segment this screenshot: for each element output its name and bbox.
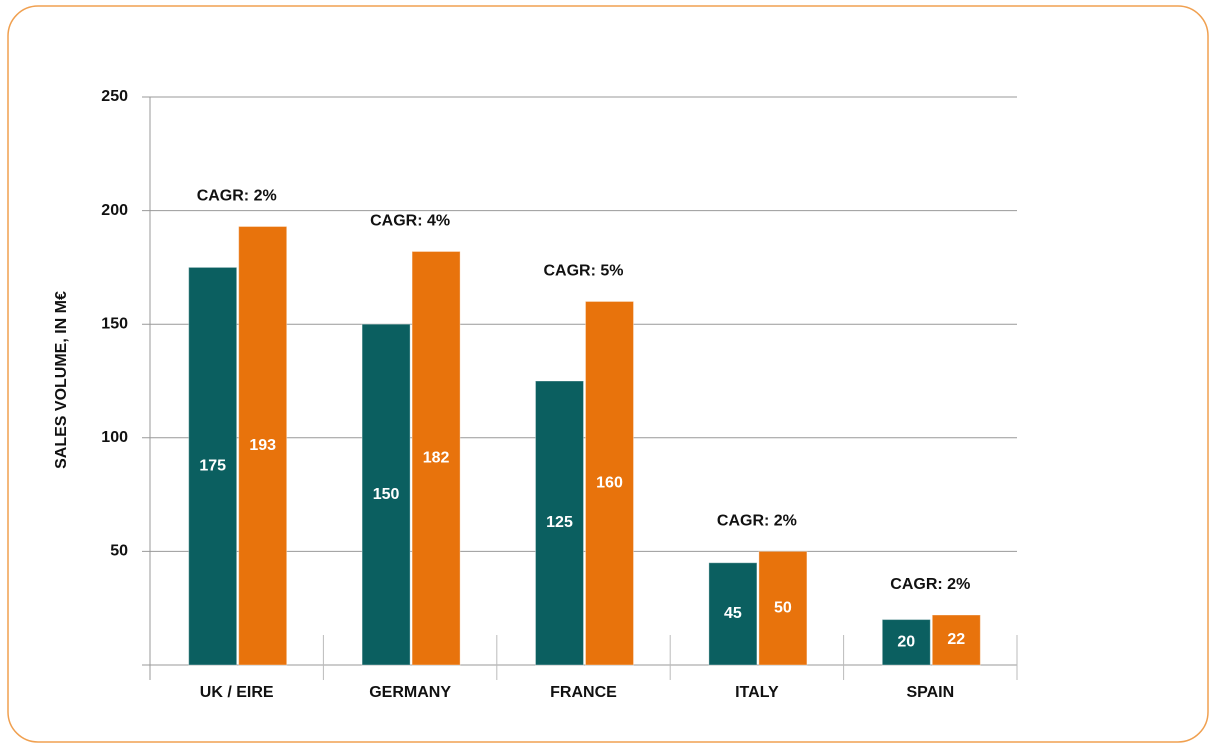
x-tick-label: FRANCE [550, 684, 617, 701]
data-label: 22 [947, 631, 965, 648]
data-label: 175 [199, 457, 226, 474]
bar [535, 380, 584, 666]
data-label: 150 [373, 486, 400, 503]
data-label: 20 [897, 633, 915, 650]
bar [708, 562, 758, 666]
annotation: CAGR: 2% [890, 576, 970, 593]
bar [881, 619, 931, 666]
data-label: 160 [596, 474, 623, 491]
bar [411, 250, 461, 666]
y-tick-label: 150 [101, 315, 128, 332]
x-tick-label: ITALY [735, 684, 779, 701]
x-tick-label: UK / EIRE [200, 684, 274, 701]
data-label: 182 [423, 449, 450, 466]
data-label: 50 [774, 599, 792, 616]
annotation: CAGR: 5% [543, 263, 623, 280]
y-tick-label: 50 [110, 543, 128, 560]
bar [585, 300, 634, 666]
bar [758, 550, 808, 666]
x-tick-label: SPAIN [906, 684, 954, 701]
y-tick-label: 250 [101, 88, 128, 105]
annotation: CAGR: 4% [370, 213, 450, 230]
data-label: 125 [546, 514, 573, 531]
y-axis-label: SALES VOLUME, IN M€ [53, 291, 70, 469]
data-label: 45 [724, 605, 742, 622]
annotation: CAGR: 2% [717, 513, 797, 530]
y-tick-label: 200 [101, 202, 128, 219]
bar [238, 226, 288, 666]
x-tick-label: GERMANY [369, 684, 451, 701]
y-tick-label: 100 [101, 429, 128, 446]
bar [931, 614, 981, 666]
bar [361, 323, 411, 666]
data-label: 193 [249, 437, 276, 454]
bar [188, 266, 238, 666]
annotation: CAGR: 2% [197, 188, 277, 205]
